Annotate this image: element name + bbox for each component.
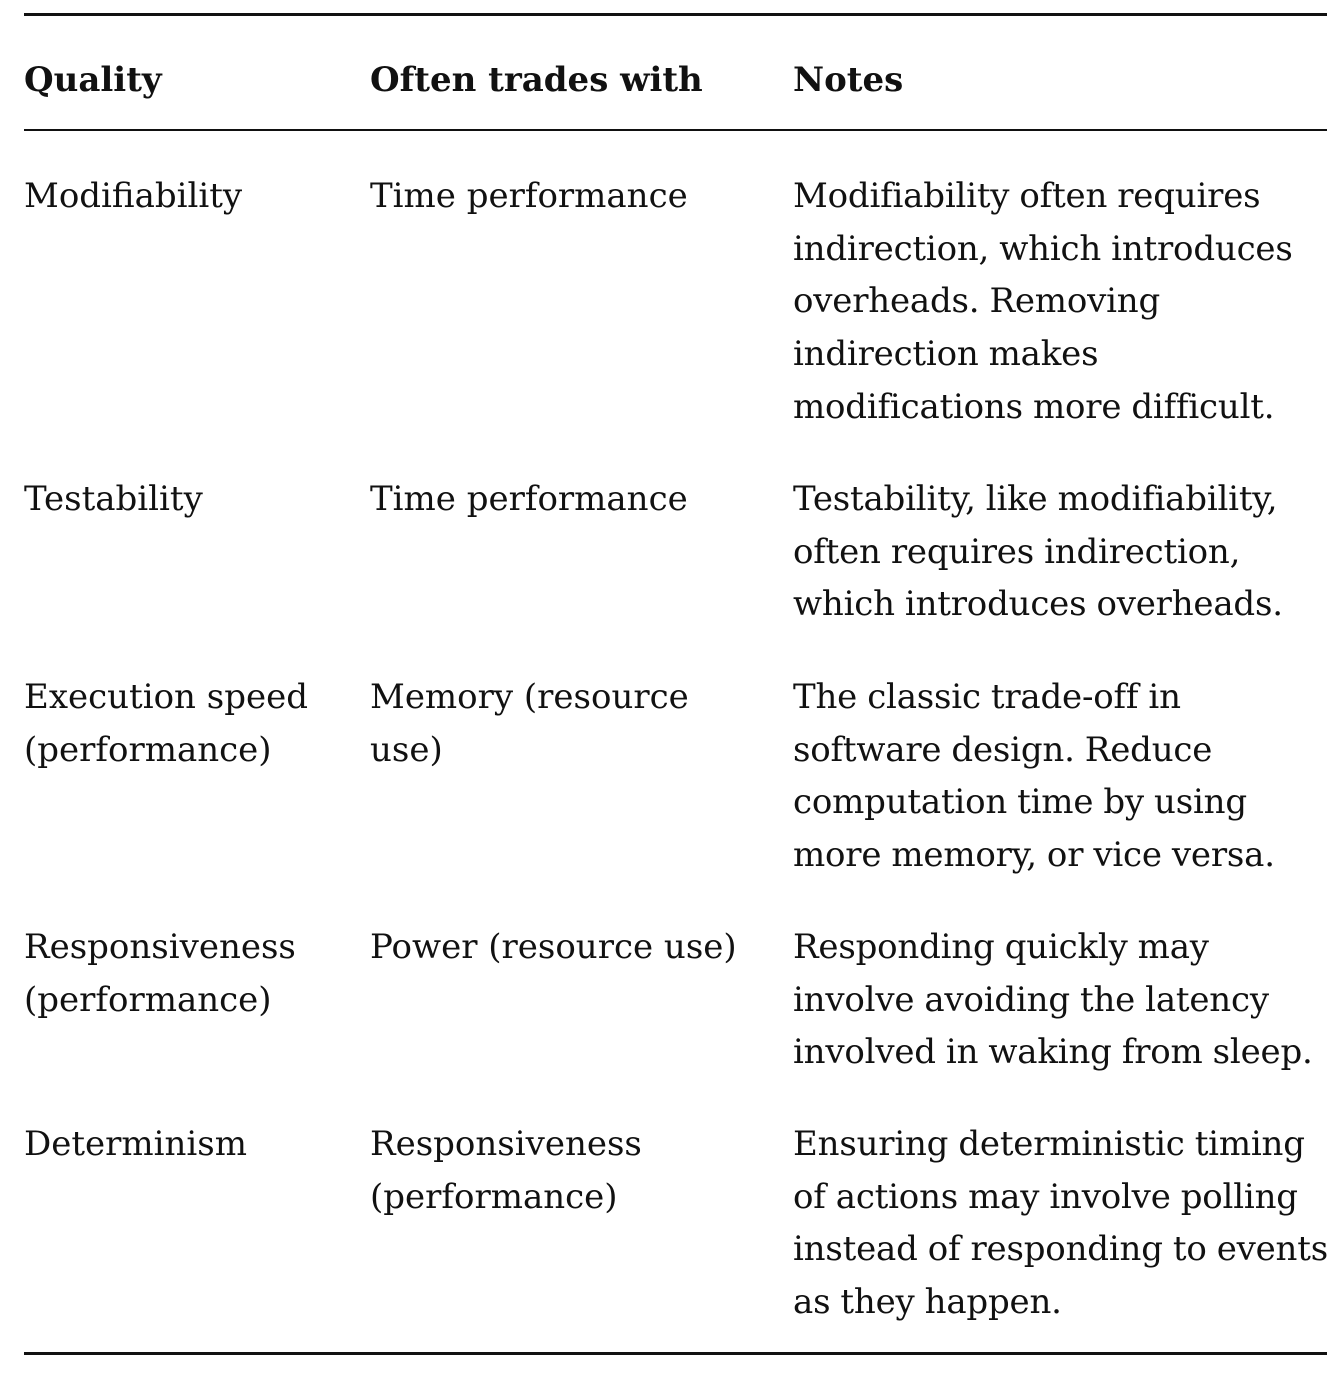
row-1-trades: Time performance bbox=[370, 176, 688, 216]
table-top-rule bbox=[24, 13, 1327, 16]
row-2-trades: Time performance bbox=[370, 479, 688, 519]
row-2-quality: Testability bbox=[24, 479, 203, 519]
row-3-notes: The classic trade-off in software design… bbox=[793, 677, 1275, 876]
row-4-notes: Responding quickly may involve avoiding … bbox=[793, 927, 1313, 1073]
table-bottom-rule bbox=[24, 1352, 1327, 1355]
row-5-notes: Ensuring deterministic timing of actions… bbox=[793, 1124, 1328, 1323]
row-5-quality: Determinism bbox=[24, 1124, 247, 1164]
header-often-trades-with: Often trades with bbox=[370, 60, 703, 100]
table-header-rule bbox=[24, 129, 1327, 131]
row-4-trades: Power (resource use) bbox=[370, 927, 737, 967]
row-3-quality: Execution speed (performance) bbox=[24, 677, 308, 770]
row-1-notes: Modifiability often requires indirection… bbox=[793, 176, 1293, 427]
header-notes: Notes bbox=[793, 60, 904, 100]
row-1-quality: Modifiability bbox=[24, 176, 243, 216]
row-4-quality: Responsiveness (performance) bbox=[24, 927, 296, 1020]
row-5-trades: Responsiveness (performance) bbox=[370, 1124, 642, 1217]
row-2-notes: Testability, like modifiability, often r… bbox=[793, 479, 1283, 625]
header-quality: Quality bbox=[24, 60, 162, 100]
row-3-trades: Memory (resource use) bbox=[370, 677, 689, 770]
